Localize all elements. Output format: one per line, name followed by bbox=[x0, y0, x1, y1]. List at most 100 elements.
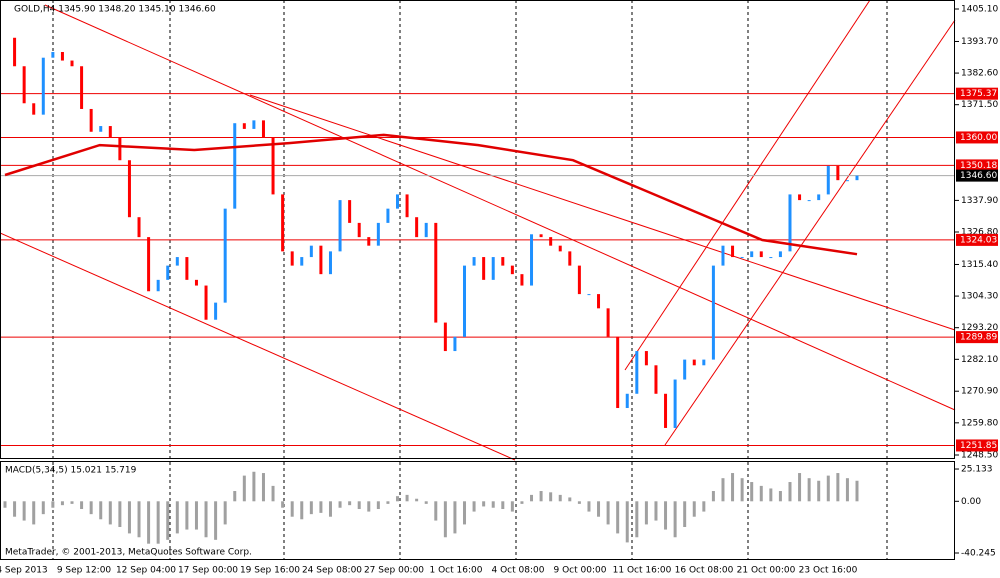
candle bbox=[482, 257, 486, 280]
macd-bar bbox=[443, 501, 447, 538]
y-tick-label: 1293.20 bbox=[961, 323, 998, 333]
candle bbox=[51, 52, 55, 58]
level-label-box bbox=[956, 159, 998, 172]
macd-bar bbox=[625, 501, 629, 543]
macd-bar bbox=[798, 473, 802, 502]
y-tick-label: 1282.10 bbox=[961, 355, 998, 365]
candle bbox=[166, 265, 170, 280]
candle bbox=[300, 257, 304, 266]
macd-bar bbox=[778, 491, 782, 502]
macd-bar bbox=[606, 501, 610, 525]
macd-bar bbox=[520, 501, 524, 504]
level-label: 1375.37 bbox=[960, 89, 997, 99]
x-tick-label: 1 Oct 16:00 bbox=[430, 566, 483, 576]
macd-bar bbox=[89, 501, 93, 515]
y-tick-label: 1326.80 bbox=[961, 228, 998, 238]
candle bbox=[568, 251, 572, 266]
macd-bar bbox=[558, 494, 562, 502]
last-price-box bbox=[956, 169, 998, 182]
macd-bar bbox=[300, 501, 304, 520]
candle bbox=[788, 194, 792, 252]
macd-bar bbox=[635, 501, 639, 538]
candle bbox=[147, 237, 151, 292]
level-label-box bbox=[956, 131, 998, 144]
candle bbox=[731, 245, 735, 258]
candle bbox=[826, 165, 830, 195]
macd-bar bbox=[281, 501, 285, 508]
macd-bar bbox=[644, 501, 648, 525]
x-tick-label: 4 Sep 2013 bbox=[0, 566, 48, 576]
macd-bar bbox=[807, 478, 811, 502]
candle bbox=[635, 351, 639, 394]
macd-bar bbox=[731, 473, 735, 502]
x-tick-label: 9 Sep 12:00 bbox=[57, 566, 112, 576]
level-label-box bbox=[956, 233, 998, 246]
macd-bar bbox=[501, 501, 505, 510]
candle bbox=[587, 294, 591, 296]
x-tick-label: 19 Sep 16:00 bbox=[240, 566, 300, 576]
level-label: 1251.85 bbox=[960, 441, 997, 451]
candle bbox=[395, 194, 399, 209]
y-tick-label: 1270.90 bbox=[961, 387, 998, 397]
y-tick-label: 1382.60 bbox=[961, 69, 998, 79]
macd-bar bbox=[721, 478, 725, 502]
macd-bar bbox=[711, 491, 715, 502]
moving-average bbox=[4, 133, 858, 256]
y-tick-label: 0.00 bbox=[961, 497, 981, 507]
candle bbox=[13, 37, 17, 67]
candle bbox=[750, 251, 754, 258]
candle bbox=[817, 194, 821, 201]
candle bbox=[405, 194, 409, 218]
macd-bar bbox=[568, 497, 572, 502]
macd-bar bbox=[166, 501, 170, 540]
candle bbox=[778, 251, 782, 258]
macd-bar bbox=[817, 480, 821, 502]
candle bbox=[309, 245, 313, 258]
candle bbox=[60, 52, 64, 61]
macd-bar bbox=[702, 501, 706, 512]
x-tick-label: 27 Sep 00:00 bbox=[364, 566, 424, 576]
candle bbox=[319, 245, 323, 275]
y-tick-label: 1315.40 bbox=[961, 260, 998, 270]
macd-bar bbox=[348, 501, 352, 506]
macd-bar bbox=[463, 501, 467, 525]
candle bbox=[261, 120, 265, 138]
candle bbox=[41, 57, 45, 115]
macd-bar bbox=[271, 485, 275, 502]
candle bbox=[357, 222, 361, 238]
candle bbox=[597, 294, 601, 309]
macd-bar bbox=[769, 488, 773, 502]
candle bbox=[328, 251, 332, 275]
candle bbox=[539, 234, 543, 238]
macd-bar bbox=[395, 496, 399, 502]
macd-bar bbox=[204, 501, 208, 538]
candle bbox=[80, 66, 84, 109]
macd-bar bbox=[597, 501, 601, 517]
candle bbox=[214, 302, 218, 320]
candle bbox=[711, 265, 715, 360]
level-label: 1360.00 bbox=[960, 133, 997, 143]
candle bbox=[108, 126, 112, 138]
macd-bar bbox=[491, 501, 495, 508]
x-tick-label: 4 Oct 08:00 bbox=[492, 566, 545, 576]
candle bbox=[654, 365, 658, 394]
macd-bar bbox=[836, 473, 840, 502]
macd-bar bbox=[692, 501, 696, 517]
macd-frame bbox=[0, 461, 955, 560]
candle bbox=[740, 257, 744, 259]
candle bbox=[836, 165, 840, 181]
macd-bar bbox=[482, 501, 486, 507]
macd-bar bbox=[80, 501, 84, 510]
macd-bar bbox=[118, 501, 122, 527]
macd-bar bbox=[472, 501, 476, 512]
macd-bar bbox=[290, 501, 294, 517]
macd-bar bbox=[405, 494, 409, 502]
y-tick-label: 1259.80 bbox=[961, 418, 998, 428]
candle bbox=[99, 126, 103, 132]
macd-bar bbox=[826, 475, 830, 502]
candle bbox=[338, 200, 342, 252]
candle bbox=[233, 123, 237, 209]
macd-bar bbox=[376, 501, 380, 510]
macd-bar bbox=[750, 482, 754, 502]
candle bbox=[434, 222, 438, 323]
